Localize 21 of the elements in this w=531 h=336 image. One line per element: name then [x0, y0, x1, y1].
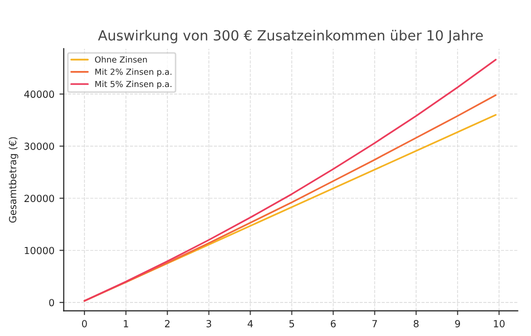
y-tick-label: 0: [49, 298, 54, 306]
x-tick-label: 0: [82, 320, 87, 328]
y-tick-label: 40000: [24, 90, 54, 98]
legend-label: Ohne Zinsen: [95, 56, 147, 63]
x-tick-label: 7: [372, 320, 377, 328]
x-tick-label: 3: [206, 320, 212, 328]
legend-label: Mit 5% Zinsen p.a.: [95, 80, 172, 89]
chart-title: Auswirkung von 300 € Zusatzeinkommen über 10 Jahre: [98, 30, 483, 44]
x-tick-label: 4: [248, 320, 253, 328]
x-tick-label: 5: [289, 320, 294, 328]
x-tick-label: 9: [455, 320, 460, 328]
legend-label: Mit 2% Zinsen p.a.: [95, 68, 172, 77]
x-tick-label: 6: [330, 320, 336, 328]
x-tick-label: 2: [164, 320, 170, 328]
x-tick-label: 1: [124, 320, 128, 328]
x-tick-label: 10: [494, 320, 505, 328]
y-tick-label: 10000: [24, 246, 54, 254]
x-tick-label: 8: [414, 320, 419, 328]
y-tick-label: 20000: [24, 194, 54, 202]
y-tick-label: 30000: [24, 142, 54, 150]
y-axis-title: Gesamtbetrag (€): [8, 137, 18, 223]
